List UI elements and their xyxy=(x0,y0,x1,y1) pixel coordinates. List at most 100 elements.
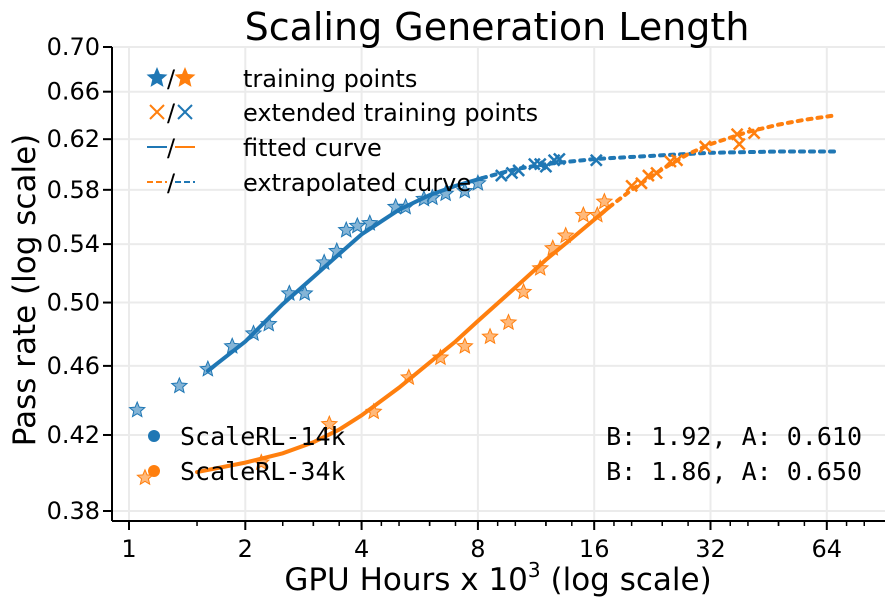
legend-label: fitted curve xyxy=(243,134,382,162)
series-legend: ScaleRL-14k ScaleRL-34k xyxy=(148,422,346,486)
y-tick-label: 0.54 xyxy=(47,230,100,258)
y-axis-label: Pass rate (log scale) xyxy=(7,134,43,446)
grid xyxy=(112,46,885,521)
x-axis-label-suffix: (log scale) xyxy=(541,562,712,598)
legend-label: extended training points xyxy=(243,99,538,127)
series-legend-dot xyxy=(148,430,160,442)
x-tick-label: 16 xyxy=(579,535,610,563)
training-point xyxy=(170,376,189,394)
fit-parameter-label: B: 1.86, A: 0.650 xyxy=(606,457,862,486)
training-point xyxy=(469,174,487,191)
y-tick-label: 0.46 xyxy=(47,352,100,380)
x-tick-label: 1 xyxy=(121,535,136,563)
legend: / training points / extended training point… xyxy=(146,65,538,197)
training-point xyxy=(556,226,575,244)
training-point xyxy=(337,220,356,238)
y-tick-label: 0.66 xyxy=(47,78,100,106)
training-point xyxy=(252,453,271,471)
y-tick-label: 0.38 xyxy=(47,497,100,525)
series-layer xyxy=(128,113,839,486)
x-tick-label: 2 xyxy=(238,535,253,563)
training-point xyxy=(399,368,418,386)
x-axis-label: GPU Hours x 103 (log scale) xyxy=(284,558,711,598)
training-point xyxy=(280,284,299,302)
legend-separator: / xyxy=(167,65,176,93)
training-point xyxy=(436,184,455,202)
fitted-curve xyxy=(205,176,485,373)
training-point xyxy=(128,400,147,418)
legend-x-icon xyxy=(149,104,165,120)
x-tick-label: 8 xyxy=(470,535,485,563)
training-point xyxy=(423,188,442,206)
chart-title: Scaling Generation Length xyxy=(245,5,750,49)
training-point xyxy=(348,216,367,234)
training-point xyxy=(531,259,550,276)
extended-training-point xyxy=(625,179,639,193)
training-point xyxy=(588,205,607,223)
series-legend-dot xyxy=(148,465,160,477)
x-tick-label: 64 xyxy=(812,535,843,563)
series-legend-label: ScaleRL-14k xyxy=(180,422,346,451)
y-tick-label: 0.70 xyxy=(47,33,100,61)
extended-training-point xyxy=(552,152,566,166)
extended-training-point xyxy=(730,127,744,141)
training-point xyxy=(514,282,533,300)
legend-separator: / xyxy=(167,99,176,127)
legend-entry-star: / training points xyxy=(146,65,417,93)
series-legend-label: ScaleRL-34k xyxy=(180,457,346,486)
training-point xyxy=(499,313,518,331)
series-scalerl-14k xyxy=(128,149,839,418)
series-scalerl-34k xyxy=(136,113,839,486)
fit-parameter-label: B: 1.92, A: 0.610 xyxy=(606,422,862,451)
legend-separator: / xyxy=(167,134,176,162)
extended-training-point xyxy=(747,126,761,140)
y-tick-label: 0.58 xyxy=(47,176,100,204)
legend-x-icon xyxy=(177,104,193,120)
legend-star-icon xyxy=(174,67,196,87)
training-point xyxy=(259,314,278,332)
legend-label: training points xyxy=(243,65,417,93)
extended-training-point xyxy=(670,153,684,167)
legend-separator: / xyxy=(167,169,176,197)
x-axis-label-main: GPU Hours x 10 xyxy=(284,562,528,598)
training-point xyxy=(481,327,499,345)
extended-training-point xyxy=(589,153,603,167)
x-tick-label: 32 xyxy=(695,535,726,563)
ticks: 1 2 4 8 16 32 64 0.38 0.42 0.46 0.50 0.54 0.58 0.62 0.… xyxy=(47,33,865,563)
legend-entry-dotted: / extrapolated curve xyxy=(147,169,471,197)
training-point xyxy=(543,239,562,256)
x-tick-label: 4 xyxy=(354,535,369,563)
axes xyxy=(111,47,885,522)
extended-training-point xyxy=(494,169,508,182)
extended-training-point xyxy=(539,160,553,174)
training-point xyxy=(574,205,593,223)
legend-entry-x: / extended training points xyxy=(149,99,538,127)
legend-entry-solid: / fitted curve xyxy=(147,134,382,162)
y-tick-label: 0.50 xyxy=(47,289,100,317)
training-point xyxy=(595,192,614,210)
training-point xyxy=(320,414,339,432)
training-point xyxy=(295,284,314,302)
extrapolated-curve xyxy=(607,113,839,210)
legend-label: extrapolated curve xyxy=(243,169,471,197)
y-tick-label: 0.62 xyxy=(47,125,100,153)
extended-training-point xyxy=(512,164,526,177)
training-point xyxy=(327,241,346,259)
training-point xyxy=(244,324,263,342)
training-point xyxy=(364,402,383,420)
y-tick-label: 0.42 xyxy=(47,421,100,449)
x-axis-label-exponent: 3 xyxy=(528,558,541,582)
training-point xyxy=(455,337,474,354)
training-point xyxy=(315,253,334,271)
training-point xyxy=(431,348,450,366)
legend-star-icon xyxy=(146,67,168,87)
extended-training-point xyxy=(732,137,746,151)
training-point xyxy=(360,213,379,231)
training-point xyxy=(199,359,217,377)
training-point xyxy=(455,181,474,199)
extended-training-point xyxy=(698,140,712,153)
training-point xyxy=(223,337,242,354)
fit-labels: B: 1.92, A: 0.610 B: 1.86, A: 0.650 xyxy=(606,422,862,486)
extended-training-point xyxy=(505,166,519,180)
